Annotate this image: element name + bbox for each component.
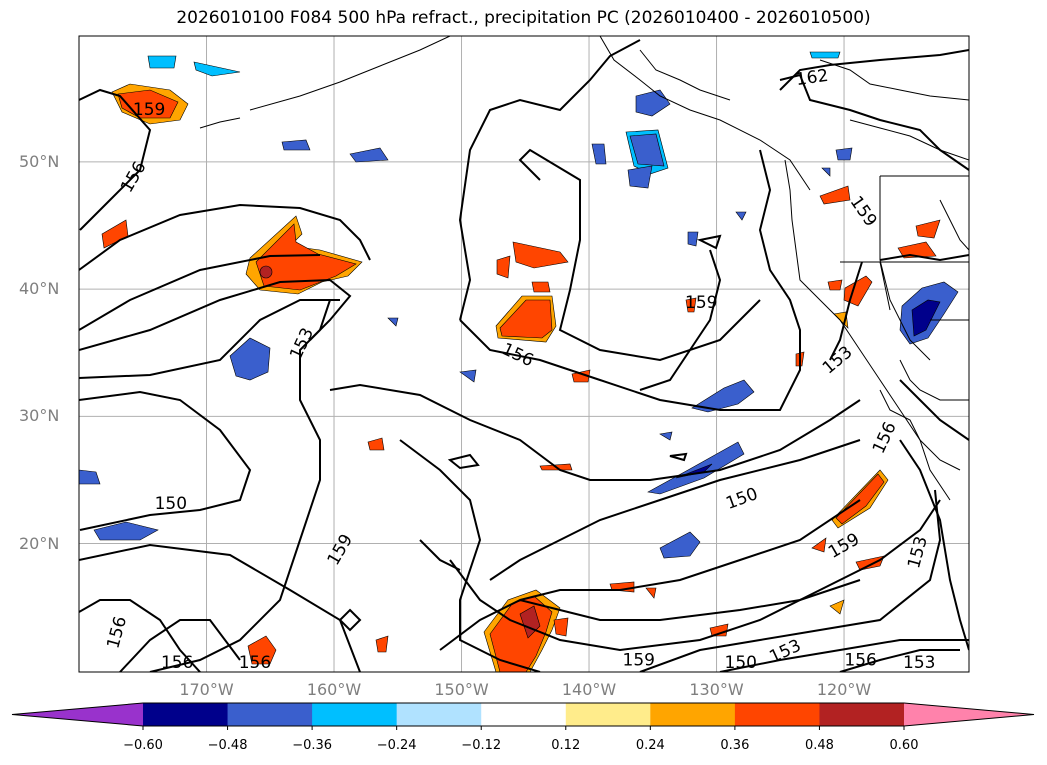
colorbar-swatch <box>143 703 229 726</box>
colorbar-tick-label: 0.60 <box>889 738 919 753</box>
lon-tick-label: 140°W <box>561 680 617 699</box>
colorbar-swatch <box>734 703 820 726</box>
lat-tick-label: 40°N <box>19 279 60 299</box>
map-frame <box>78 35 970 673</box>
contour-label: 156 <box>161 653 193 673</box>
colorbar-swatch <box>312 703 398 726</box>
lon-tick-label: 120°W <box>816 680 872 699</box>
precipitation-field <box>79 51 959 672</box>
lat-tick-label: 20°N <box>19 533 60 553</box>
colorbar-tick-label: 0.24 <box>635 738 665 753</box>
map-title: 2026010100 F084 500 hPa refract., precip… <box>176 8 871 28</box>
colorbar-tick-label: 0.36 <box>720 738 750 753</box>
colorbar-swatch <box>565 703 651 726</box>
lat-tick-label: 50°N <box>19 151 60 171</box>
lon-tick-label: 130°W <box>689 680 744 699</box>
colorbar <box>11 702 1035 730</box>
colorbar-tick-label: 0.48 <box>804 738 834 753</box>
colorbar-tick-label: −0.12 <box>461 738 502 753</box>
refractivity-contours <box>79 39 969 672</box>
contour-label: 153 <box>903 653 935 673</box>
colorbar-min-extension <box>12 703 143 726</box>
colorbar-swatch <box>227 703 313 726</box>
colorbar-swatch <box>481 703 567 726</box>
contour-label: 159 <box>133 100 165 120</box>
coastlines <box>199 36 969 501</box>
contour-label: 159 <box>623 651 655 671</box>
lon-tick-label: 150°W <box>434 680 489 699</box>
contour-label: 150 <box>725 653 757 673</box>
colorbar-max-extension <box>904 703 1034 726</box>
lon-tick-label: 160°W <box>306 680 362 699</box>
contour-label: 162 <box>795 66 830 90</box>
colorbar-swatch <box>396 703 482 726</box>
contour-label: 156 <box>239 653 271 673</box>
contour-label: 156 <box>844 651 876 671</box>
contour-label: 159 <box>685 293 717 313</box>
colorbar-tick-label: 0.12 <box>551 738 581 753</box>
colorbar-swatch <box>819 703 905 726</box>
lat-tick-label: 30°N <box>19 406 60 426</box>
colorbar-tick-label: −0.48 <box>207 738 248 753</box>
colorbar-tick-label: −0.24 <box>376 738 417 753</box>
colorbar-tick-label: −0.60 <box>123 738 163 753</box>
colorbar-swatch <box>650 703 736 726</box>
colorbar-tick-label: −0.36 <box>292 738 333 753</box>
contour-label: 150 <box>155 494 187 514</box>
lon-tick-label: 170°W <box>179 680 234 699</box>
